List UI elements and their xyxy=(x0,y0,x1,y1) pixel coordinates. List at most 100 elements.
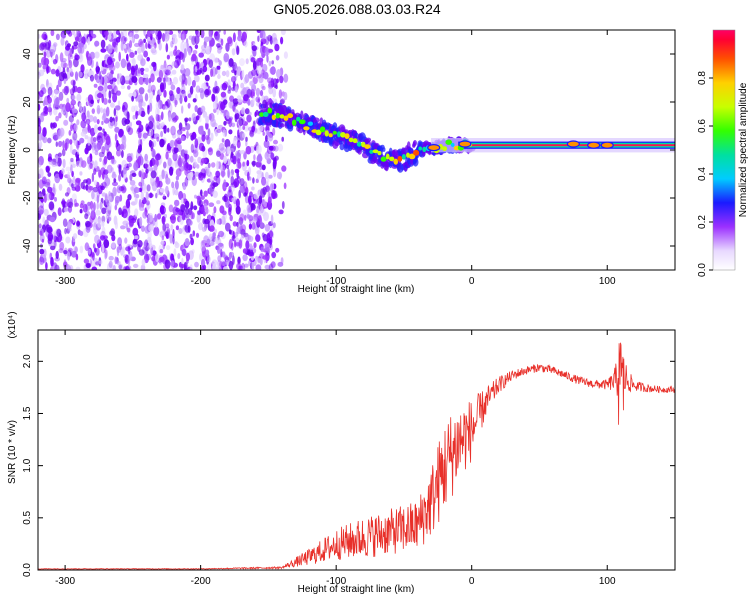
spectrogram-noise-cell xyxy=(105,45,109,52)
spectrogram-noise-cell xyxy=(267,48,274,53)
spectrogram-noise-cell xyxy=(121,117,128,126)
spectrogram-noise-cell xyxy=(60,60,67,69)
spectrogram-noise-cell xyxy=(65,85,70,94)
spectrogram-noise-cell xyxy=(270,214,274,225)
spectrogram-noise-cell xyxy=(174,139,178,148)
spectrogram-noise-cell xyxy=(214,85,220,94)
spectrogram-noise-cell xyxy=(94,144,100,152)
spectrogram-signal-blob xyxy=(450,142,455,147)
spectrogram-noise-cell xyxy=(67,201,74,208)
spectrogram-noise-cell xyxy=(50,122,55,130)
spectrogram-noise-cell xyxy=(256,170,262,175)
spectrogram-noise-cell xyxy=(187,225,191,233)
spectrogram-noise-cell xyxy=(133,105,139,112)
spectrogram-noise-cell xyxy=(244,40,248,48)
spectrogram-noise-cell xyxy=(176,87,181,94)
spectrogram-noise-cell xyxy=(272,190,278,199)
spectrogram-noise-cell xyxy=(122,101,128,111)
spectrogram-noise-cell xyxy=(65,30,71,35)
spectrogram-noise-cell xyxy=(147,44,152,49)
spectrogram-noise-cell xyxy=(112,92,118,103)
spectrogram-noise-cell xyxy=(43,51,47,59)
spectrogram-noise-cell xyxy=(170,224,174,231)
spectrogram-noise-cell xyxy=(248,195,252,205)
spectrogram-noise-cell xyxy=(45,262,48,270)
spectrogram-noise-cell xyxy=(46,66,51,73)
spectrogram-signal-halo xyxy=(403,147,407,156)
spectrogram-noise-cell xyxy=(104,253,107,259)
spectrogram-noise-cell xyxy=(278,209,284,215)
spectrogram-signal-blob xyxy=(442,146,448,152)
spectrogram-noise-cell xyxy=(125,257,128,263)
spectrogram-noise-cell xyxy=(131,76,138,83)
spectrogram-noise-cell xyxy=(205,45,211,55)
spectrogram-noise-cell xyxy=(180,198,184,205)
spectrogram-noise-cell xyxy=(38,161,42,168)
spectrogram-noise-cell xyxy=(128,80,132,85)
spectrogram-noise-cell xyxy=(208,202,215,207)
spectrogram-x-ticks: -300 -200 -100 0 100 xyxy=(55,30,616,287)
spectrogram-noise-cell xyxy=(216,150,221,157)
spectrogram-noise-cell xyxy=(58,71,65,82)
spectrogram-noise-cell xyxy=(38,213,41,220)
spectrogram-noise-cell xyxy=(45,178,51,186)
spectrogram-noise-cell xyxy=(266,145,273,155)
spectrogram-noise-cell xyxy=(253,154,256,161)
spectrogram-signal-blob xyxy=(458,140,472,148)
spectrogram-noise-cell xyxy=(102,108,107,115)
spectrogram-signal-blob xyxy=(271,114,276,121)
spectrogram-noise-cell xyxy=(53,107,58,116)
spectrogram-noise-cell xyxy=(92,137,97,143)
spectrogram-noise-cell xyxy=(198,52,204,58)
spectrogram-noise-cell xyxy=(174,199,180,207)
spectrogram-noise-cell xyxy=(133,263,139,268)
spectrogram-noise-cell xyxy=(109,79,114,85)
spectrogram-noise-cell xyxy=(38,140,43,149)
spectrogram-noise-cell xyxy=(221,82,228,91)
spectrogram-noise-cell xyxy=(245,233,250,241)
spectrogram-signal-blob xyxy=(291,119,297,126)
spectrogram-x-label: Height of straight line (km) xyxy=(298,284,415,295)
spectrogram-noise-cell xyxy=(99,201,103,210)
spectrogram-noise-cell xyxy=(71,193,77,203)
spectrogram-noise-cell xyxy=(211,162,216,168)
spectrogram-noise-cell xyxy=(47,96,52,104)
spectrogram-noise-cell xyxy=(71,30,75,36)
spectrogram-noise-cell xyxy=(103,155,108,165)
spectrogram-noise-cell xyxy=(191,60,195,65)
spectrogram-noise-cell xyxy=(116,78,120,85)
spectrogram-noise-cell xyxy=(235,205,241,215)
spectrogram-noise-cell xyxy=(200,30,205,39)
spectrogram-noise-cell xyxy=(83,43,87,50)
spectrogram-noise-cell xyxy=(259,257,263,266)
spectrogram-noise-cell xyxy=(148,243,153,249)
spectrogram-noise-cell xyxy=(180,203,186,213)
spectrogram-noise-cell xyxy=(188,35,193,41)
spectrogram-noise-cell xyxy=(220,232,226,240)
spectrogram-noise-cell xyxy=(190,201,194,211)
spectrogram-noise-cell xyxy=(239,223,243,231)
spectrogram-noise-cell xyxy=(38,256,45,265)
spectrogram-noise-cell xyxy=(148,44,152,50)
spectrogram-signal-halo xyxy=(354,132,359,139)
spectrogram-noise-cell xyxy=(118,174,122,182)
spectrogram-noise-cell xyxy=(140,110,146,118)
spectrogram-y-label: Frequency (Hz) xyxy=(7,116,18,185)
spectrogram-noise-cell xyxy=(149,141,154,149)
spectrogram-noise-cell xyxy=(155,192,158,199)
spectrogram-noise-cell xyxy=(108,73,113,80)
spectrogram-noise-cell xyxy=(62,158,66,169)
spectrogram-noise-cell xyxy=(102,158,107,166)
spectrogram-noise-cell xyxy=(106,56,113,66)
spectrogram-noise-cell xyxy=(270,261,276,268)
spectrogram-noise-cell xyxy=(177,131,181,139)
spectrogram-signal-halo xyxy=(365,137,372,143)
spectrogram-noise-cell xyxy=(228,129,233,135)
spectrogram-noise-cell xyxy=(77,71,83,78)
spectrogram-noise-cell xyxy=(156,213,162,220)
spectrogram-noise-cell xyxy=(94,160,98,169)
spectrogram-noise-cell xyxy=(67,247,73,253)
spectrogram-noise-cell xyxy=(196,30,201,38)
